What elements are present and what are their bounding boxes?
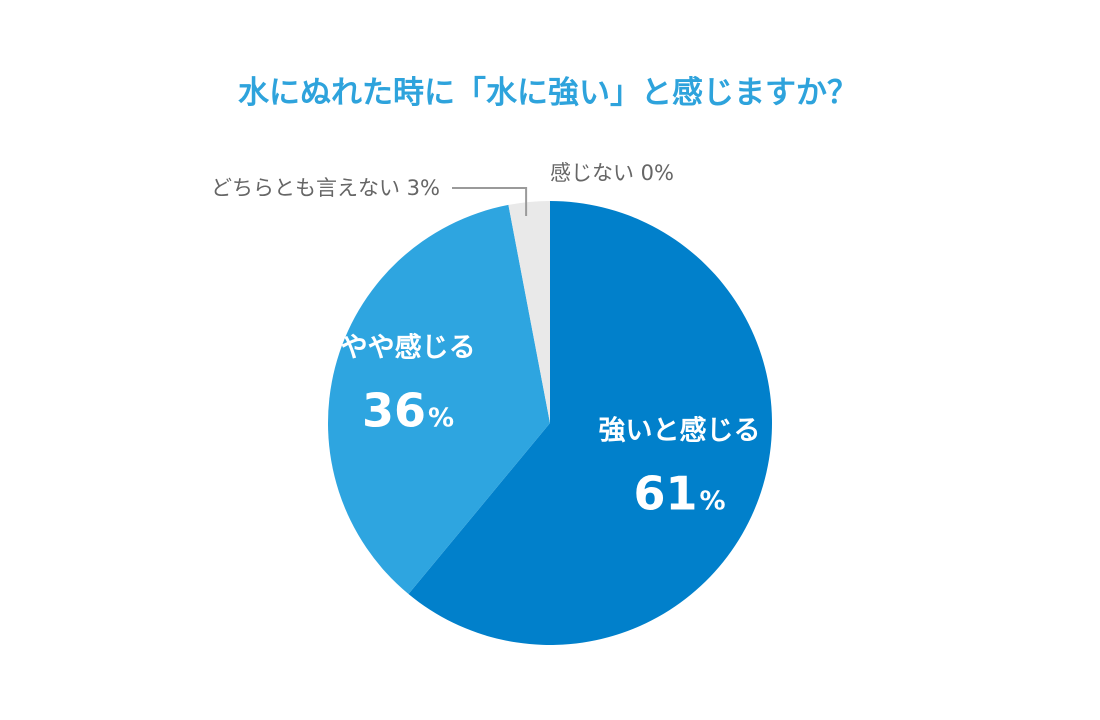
callout-label-3: 感じない 0% [550, 161, 674, 185]
pie-slices [327, 201, 772, 645]
pie-slice-0 [408, 201, 772, 645]
pie-slice-2 [508, 201, 550, 423]
slice-label-0: 強いと感じる [599, 415, 761, 447]
pie-labels: 強いと感じる 61% やや感じる 36% どちらとも言えない 3% 感じない 0% [211, 161, 761, 521]
callout-leader-2 [452, 187, 528, 216]
pie-slice-1 [327, 204, 550, 595]
slice-value-0: 61% [633, 467, 725, 521]
slice-label-1: やや感じる [341, 332, 476, 364]
chart-title: 水にぬれた時に「水に強い」と感じますか？ [238, 75, 858, 111]
callout-label-2: どちらとも言えない 3% [211, 176, 440, 200]
slice-value-1: 36% [362, 384, 454, 438]
